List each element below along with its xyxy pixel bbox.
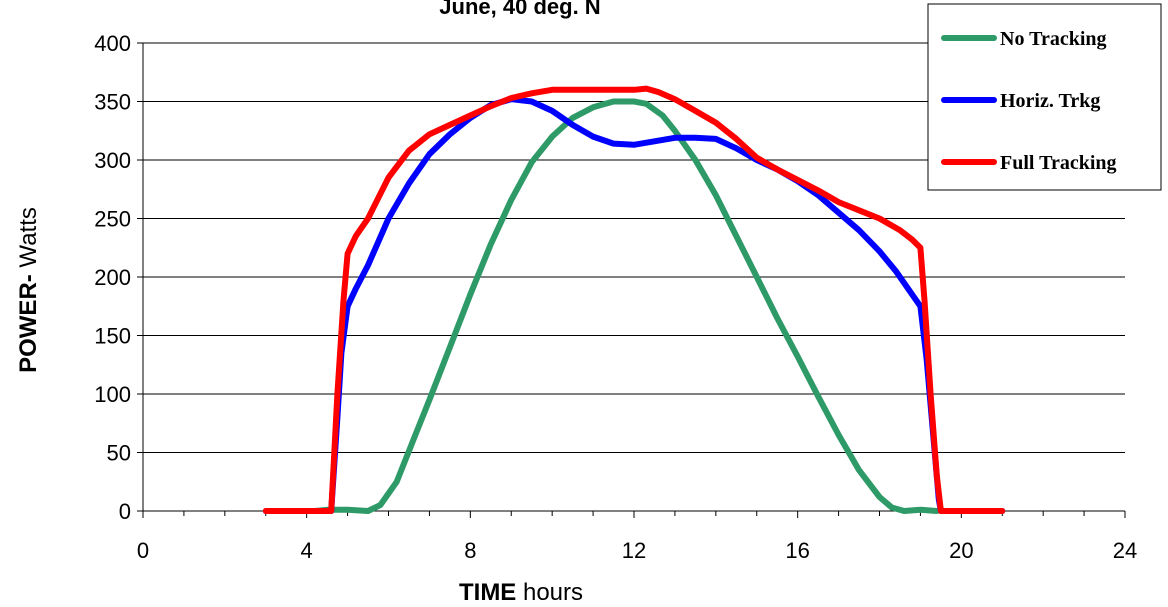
y-tick-label-8: 400 [94, 31, 131, 56]
x-tick-label-6: 24 [1113, 538, 1137, 563]
x-tick-label-3: 12 [622, 538, 646, 563]
y-tick-label-0: 0 [119, 499, 131, 524]
series-line-1 [262, 96, 1006, 514]
series-lines [262, 85, 1006, 514]
y-axis-title: POWER- Watts [15, 207, 42, 373]
x-tick-label-2: 8 [464, 538, 476, 563]
x-axis-title-rest: hours [516, 579, 583, 606]
y-tick-label-1: 50 [107, 441, 131, 466]
y-tick-label-2: 100 [94, 382, 131, 407]
x-tick-label-4: 16 [785, 538, 809, 563]
x-tick-label-0: 0 [137, 538, 149, 563]
legend: No Tracking Horiz. Trkg Full Tracking [927, 3, 1162, 191]
gridlines [143, 42, 1125, 453]
legend-label-0: No Tracking [1000, 28, 1107, 50]
legend-label-1: Horiz. Trkg [1000, 90, 1100, 112]
chart-title: June, 40 deg. N [439, 0, 600, 19]
x-tick-labels: 0 4 8 12 16 20 24 [137, 538, 1137, 563]
series-line-2 [262, 85, 1006, 514]
x-axis-title: TIME hours [459, 579, 583, 606]
y-tick-label-3: 150 [94, 324, 131, 349]
y-axis-title-rest: Watts [15, 207, 42, 274]
x-tick-label-5: 20 [949, 538, 973, 563]
y-tick-labels: 0 50 100 150 200 250 300 350 400 [94, 31, 131, 524]
y-tick-label-7: 350 [94, 90, 131, 115]
y-tick-label-4: 200 [94, 265, 131, 290]
y-tick-label-6: 300 [94, 148, 131, 173]
x-tick-label-1: 4 [301, 538, 313, 563]
x-axis-title-bold: TIME [459, 579, 516, 606]
y-axis-title-bold: POWER- [15, 274, 42, 373]
y-tick-label-5: 250 [94, 207, 131, 232]
series-line-0 [311, 98, 940, 514]
legend-label-2: Full Tracking [1000, 152, 1117, 174]
